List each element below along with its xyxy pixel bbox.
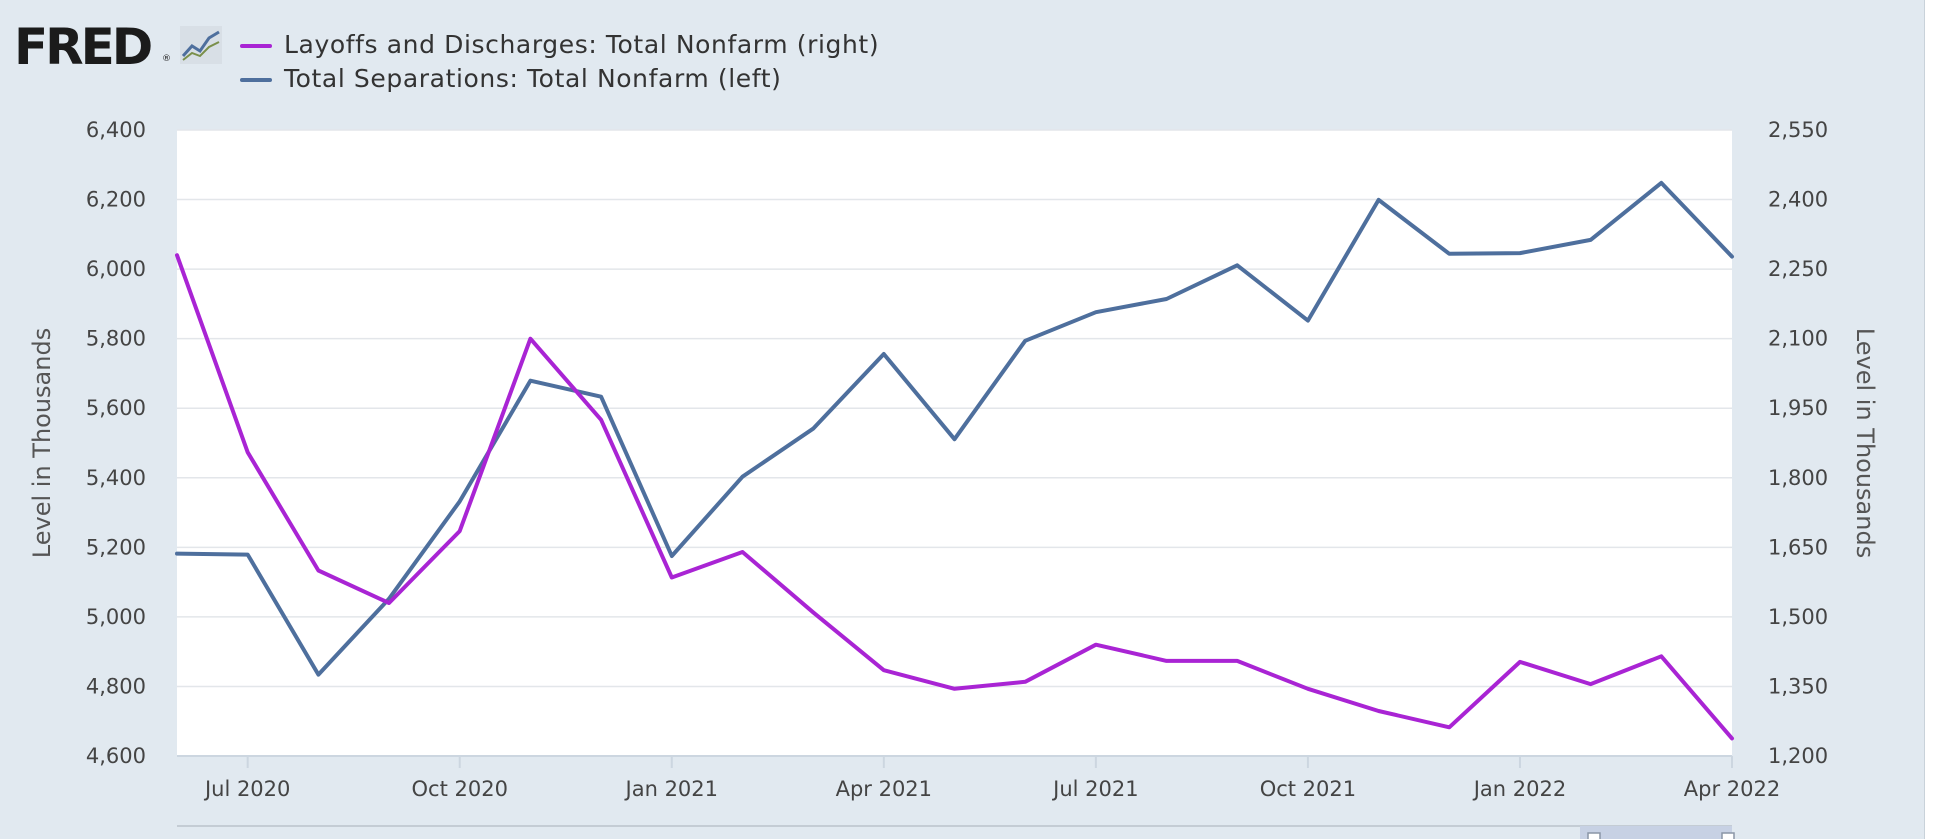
right-tick-label: 2,400 [1768, 188, 1828, 212]
right-tick-label: 1,650 [1768, 535, 1828, 559]
right-tick-label: 1,950 [1768, 396, 1828, 420]
legend-label-layoffs: Layoffs and Discharges: Total Nonfarm (r… [284, 30, 880, 59]
series-line-layoffs-discharges[interactable] [175, 253, 1734, 741]
x-tick-label: Apr 2022 [1684, 777, 1780, 801]
right-tick-label: 1,200 [1768, 744, 1828, 768]
left-tick-label: 4,600 [86, 744, 146, 768]
legend-swatch-layoffs [240, 44, 272, 48]
x-tick-label: Jul 2021 [1051, 777, 1138, 801]
x-tick-label: Apr 2021 [836, 777, 932, 801]
navigator-handle-right[interactable] [1721, 832, 1735, 839]
left-tick-label: 6,400 [86, 118, 146, 142]
left-tick-label: 5,600 [86, 396, 146, 420]
x-tick-label: Jan 2021 [624, 777, 719, 801]
left-axis-label: Level in Thousands [28, 328, 56, 558]
navigator-window[interactable] [1580, 826, 1732, 839]
left-tick-label: 5,800 [86, 327, 146, 351]
gridlines [177, 129, 1732, 757]
left-tick-label: 4,800 [86, 674, 146, 698]
right-axis-label: Level in Thousands [1851, 328, 1879, 558]
right-tick-label: 2,250 [1768, 257, 1828, 281]
x-axis-ticks: Jul 2020 Oct 2020 Jan 2021 Apr 2021 Jul 2021… [203, 756, 1780, 801]
navigator-handle-left[interactable] [1587, 832, 1601, 839]
logo-registered-mark: ® [162, 54, 171, 64]
right-axis-ticks: 1,200 1,350 1,500 1,650 1,800 1,950 2,100 2,250… [1768, 118, 1828, 768]
left-axis-ticks: 4,600 4,800 5,000 5,200 5,400 5,600 5,800 6,000… [86, 118, 146, 768]
x-tick-label: Jul 2020 [203, 777, 290, 801]
right-tick-label: 1,500 [1768, 605, 1828, 629]
left-tick-label: 6,200 [86, 188, 146, 212]
legend-swatch-separations [240, 78, 272, 82]
fred-logo[interactable]: FRED [14, 18, 153, 76]
left-tick-label: 6,000 [86, 257, 146, 281]
x-tick-label: Oct 2020 [412, 777, 508, 801]
left-tick-label: 5,200 [86, 535, 146, 559]
x-tick-label: Jan 2022 [1472, 777, 1567, 801]
legend-label-separations: Total Separations: Total Nonfarm (left) [284, 64, 782, 93]
series-lines [175, 180, 1734, 741]
left-tick-label: 5,400 [86, 466, 146, 490]
right-tick-label: 1,800 [1768, 466, 1828, 490]
right-tick-label: 2,550 [1768, 118, 1828, 142]
left-tick-label: 5,000 [86, 605, 146, 629]
x-tick-label: Oct 2021 [1260, 777, 1356, 801]
plot-area [177, 130, 1732, 756]
logo-graph-icon [180, 26, 222, 64]
right-tick-label: 1,350 [1768, 674, 1828, 698]
right-tick-label: 2,100 [1768, 327, 1828, 351]
series-line-total-separations[interactable] [175, 180, 1734, 677]
